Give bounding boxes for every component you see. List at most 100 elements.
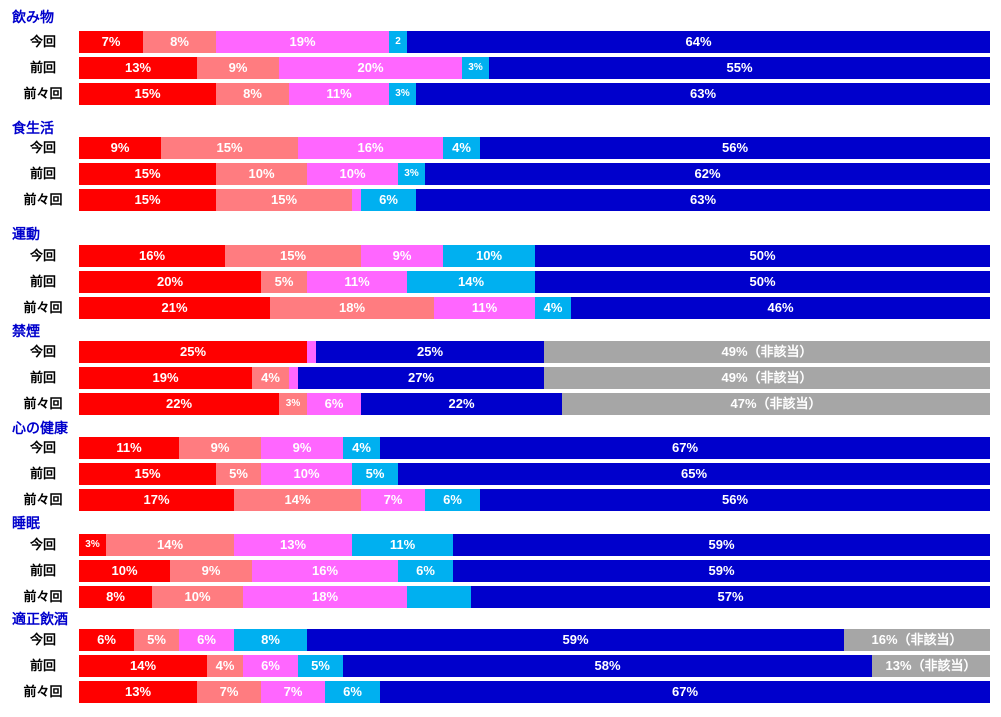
bar-segment-blue: 62% <box>425 163 990 185</box>
segment-label: 5% <box>311 658 330 673</box>
segment-label: 10% <box>184 589 211 604</box>
bar-segment-blue: 67% <box>380 437 990 459</box>
segment-label: 22% <box>165 396 193 411</box>
segment-label: 15% <box>279 248 307 263</box>
stacked-bar: 6% 5% 6% 8% 59% 16%（非該当） <box>79 629 990 651</box>
row-label: 前々回 <box>23 589 63 604</box>
segment-label: 10% <box>248 166 275 181</box>
stacked-bar: 19% 4% 27% 49%（非該当） <box>79 367 990 389</box>
stacked-bar: 22% 3% 6% 22% 47%（非該当） <box>79 393 990 415</box>
bar-segment-cyan: 4% <box>443 137 480 159</box>
segment-label: 9% <box>228 60 248 75</box>
stacked-bar: 11% 9% 9% 4% 67% <box>79 437 990 459</box>
segment-label: 50% <box>749 248 776 263</box>
group-title: 睡眠 <box>12 515 40 531</box>
segment-label: 19% <box>152 370 179 385</box>
bar-segment-salmon: 18% <box>270 297 434 319</box>
bar-segment-salmon: 8% <box>143 31 216 53</box>
stacked-bar: 15% 15% 6% 63% <box>79 189 990 211</box>
bar-segment-magenta: 9% <box>361 245 443 267</box>
bar-segment-magenta: 7% <box>261 681 325 703</box>
bar-segment-cyan: 4% <box>343 437 380 459</box>
bar-segment-salmon: 10% <box>152 586 243 608</box>
segment-label: 13% <box>279 537 307 552</box>
segment-label: 9% <box>392 248 412 263</box>
row-label: 今回 <box>29 632 56 647</box>
group-title: 適正飲酒 <box>12 611 68 627</box>
segment-label: 11% <box>326 86 352 101</box>
bar-segment-salmon: 3% <box>279 393 307 415</box>
segment-label: 4% <box>261 370 280 385</box>
bar-segment-magenta: 20% <box>279 57 462 79</box>
segment-label: 14% <box>284 492 311 507</box>
segment-label: 20% <box>156 274 184 289</box>
segment-label: 59% <box>708 537 735 552</box>
bar-segment-blue: 59% <box>453 560 990 582</box>
bar-segment-gray: 13%（非該当） <box>872 655 990 677</box>
segment-label: 11% <box>389 537 416 552</box>
bar-segment-salmon: 9% <box>197 57 279 79</box>
segment-label: 16% <box>311 563 339 578</box>
segment-label: 5% <box>147 632 166 647</box>
bar-segment-magenta: 19% <box>216 31 389 53</box>
bar-segment-red: 16% <box>79 245 225 267</box>
bar-segment-red: 15% <box>79 83 216 105</box>
stacked-bar: 17% 14% 7% 6% 56% <box>79 489 990 511</box>
segment-label: 6% <box>343 684 362 699</box>
bar-segment-cyan: 10% <box>443 245 535 267</box>
bar-segment-blue: 50% <box>535 271 990 293</box>
bar-segment-red: 15% <box>79 163 216 185</box>
bar-segment-blue: 58% <box>343 655 872 677</box>
segment-label: 15% <box>270 192 298 207</box>
segment-label: 18% <box>311 589 339 604</box>
segment-label: 6% <box>97 632 116 647</box>
bar-segment-red: 21% <box>79 297 270 319</box>
segment-label: 59% <box>708 563 735 578</box>
segment-label: 15% <box>134 192 161 207</box>
bar-segment-red: 20% <box>79 271 261 293</box>
segment-label: 3% <box>85 539 100 550</box>
group-title: 運動 <box>12 226 40 242</box>
group-title: 食生活 <box>12 120 54 136</box>
bar-segment-cyan: 6% <box>361 189 416 211</box>
stacked-bar: 7% 8% 19% 2 64% <box>79 31 990 53</box>
bar-segment-red: 15% <box>79 189 216 211</box>
bar-segment-blue: 22% <box>361 393 562 415</box>
bar-segment-gray: 49%（非該当） <box>544 367 990 389</box>
bar-segment-cyan: 3% <box>462 57 489 79</box>
bar-segment-salmon: 8% <box>216 83 289 105</box>
bar-segment-magenta: 18% <box>243 586 407 608</box>
stacked-bar: 14% 4% 6% 5% 58% 13%（非該当） <box>79 655 990 677</box>
stacked-bar: 20% 5% 11% 14% 50% <box>79 271 990 293</box>
segment-label: 10% <box>475 248 503 263</box>
row-label: 今回 <box>29 34 56 49</box>
stacked-bar: 8% 10% 18% 57% <box>79 586 990 608</box>
bar-segment-cyan: 2 <box>389 31 407 53</box>
bar-segment-blue: 57% <box>471 586 990 608</box>
group-title: 心の健康 <box>12 420 68 436</box>
segment-label: 15% <box>216 140 243 155</box>
segment-label: 25% <box>179 344 207 359</box>
bar-segment-cyan: 8% <box>234 629 307 651</box>
row-label: 今回 <box>29 537 56 552</box>
segment-label: 17% <box>143 492 170 507</box>
bar-segment-blue: 56% <box>480 137 990 159</box>
segment-label: 15% <box>134 86 161 101</box>
stacked-bar: 13% 9% 20% 3% 55% <box>79 57 990 79</box>
bar-segment-red: 6% <box>79 629 134 651</box>
bar-segment-magenta: 16% <box>252 560 398 582</box>
segment-label: 64% <box>685 34 712 49</box>
row-label: 前々回 <box>23 684 63 699</box>
bar-segment-magenta: 9% <box>261 437 343 459</box>
bar-segment-magenta: 11% <box>307 271 407 293</box>
segment-label: 5% <box>274 274 294 289</box>
bar-segment-magenta: 10% <box>261 463 352 485</box>
bar-segment-blue: 50% <box>535 245 990 267</box>
row-label: 前回 <box>29 60 56 75</box>
segment-label: 13% <box>124 60 152 75</box>
row-label: 前回 <box>29 563 56 578</box>
bar-segment-salmon: 5% <box>261 271 307 293</box>
segment-label: 9% <box>292 440 312 455</box>
segment-label: 5% <box>229 466 248 481</box>
segment-label: 16% <box>357 140 384 155</box>
